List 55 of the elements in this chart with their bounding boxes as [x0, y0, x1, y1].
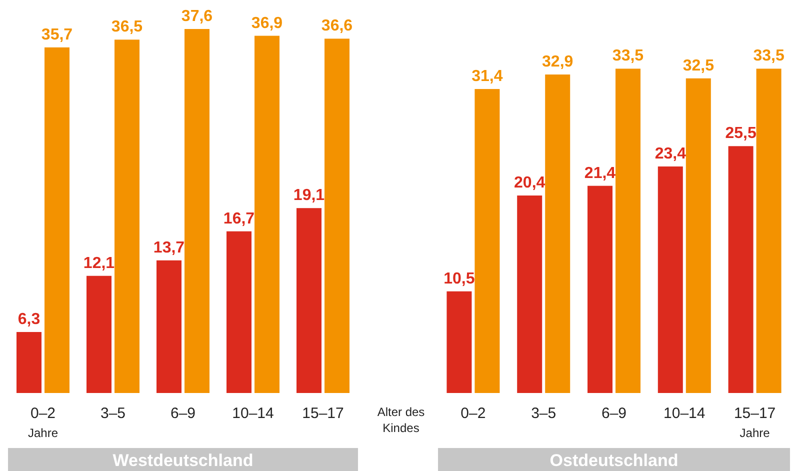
- x-tick-label: 10–14: [664, 405, 706, 422]
- bar: [86, 276, 112, 393]
- x-axis-title: Alter des Kindes: [377, 405, 425, 435]
- bar: [324, 38, 350, 393]
- bar: [254, 36, 280, 393]
- text: Jahre: [28, 426, 58, 440]
- x-tick-label: 15–17: [302, 405, 344, 422]
- bar: [474, 89, 500, 393]
- data-label: 10,5: [444, 270, 475, 288]
- bar: [114, 40, 140, 393]
- data-label: 19,1: [293, 187, 325, 204]
- bar: [588, 186, 612, 393]
- data-label: 32,5: [682, 57, 714, 74]
- data-label: 25,5: [725, 125, 756, 142]
- data-label: 33,5: [612, 48, 644, 65]
- bar: [446, 291, 472, 393]
- data-label: 37,6: [181, 8, 213, 25]
- x-tick-label: 3–5: [100, 405, 126, 422]
- bar: [16, 332, 42, 393]
- bar: [156, 260, 182, 393]
- x-tick-label: 6–9: [170, 405, 196, 422]
- x-tick-label: 15–17: [734, 405, 776, 422]
- text: Ostdeutschland: [550, 451, 678, 470]
- data-label: 31,4: [472, 68, 503, 86]
- x-tick-label: 0–2: [460, 405, 486, 422]
- data-label: 6,3: [18, 311, 40, 328]
- data-label: 36,6: [321, 18, 353, 35]
- data-label: 33,5: [753, 48, 784, 65]
- data-label: 21,4: [584, 164, 616, 182]
- x-tick-label: 6–9: [601, 405, 627, 422]
- bar: [184, 29, 210, 393]
- bar: [226, 231, 252, 393]
- data-label: 23,4: [654, 145, 686, 162]
- bar: [517, 196, 542, 393]
- data-label: 13,7: [153, 239, 185, 256]
- text: Westdeutschland: [112, 451, 254, 470]
- bar: [756, 68, 782, 393]
- data-label: 36,9: [251, 14, 283, 32]
- data-label: 32,9: [542, 54, 574, 70]
- text: Jahre: [740, 426, 770, 440]
- data-label: 12,1: [83, 254, 115, 272]
- x-tick-label: 0–2: [30, 405, 56, 422]
- data-label: 20,4: [514, 174, 546, 192]
- bar: [616, 68, 640, 393]
- bar: [658, 166, 683, 393]
- bar: [728, 146, 754, 393]
- bar: [44, 47, 70, 393]
- data-label: 16,7: [223, 210, 255, 228]
- bar: [296, 208, 322, 393]
- bar: [545, 74, 570, 393]
- x-tick-label: 10–14: [232, 405, 274, 422]
- data-label: 36,5: [111, 18, 143, 36]
- x-tick-label: 3–5: [531, 405, 556, 422]
- bar: [686, 78, 711, 393]
- data-label: 35,7: [41, 26, 73, 44]
